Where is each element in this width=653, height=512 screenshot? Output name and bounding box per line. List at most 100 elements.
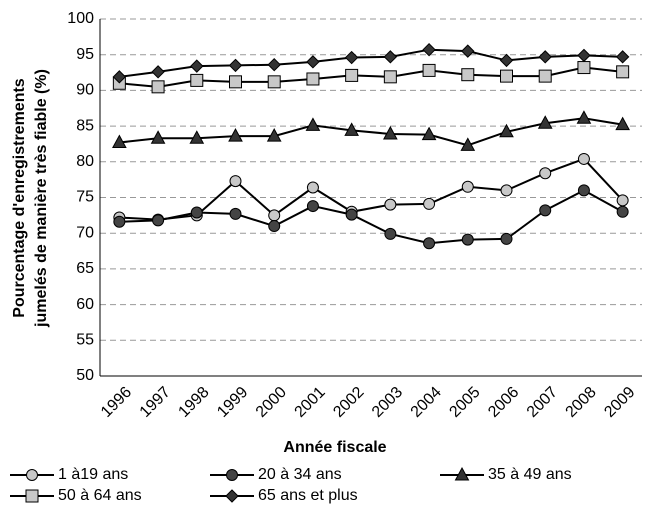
point: [384, 227, 397, 240]
legend-label: 50 à 64 ans: [58, 487, 142, 504]
x-tick-label: 2007: [524, 384, 561, 421]
point: [189, 130, 205, 144]
legend-label: 65 ans et plus: [258, 487, 358, 504]
point: [150, 130, 166, 144]
point: [538, 50, 552, 64]
point: [616, 194, 629, 207]
x-tick-label: 2000: [253, 384, 290, 421]
point: [344, 122, 359, 136]
point: [461, 180, 474, 193]
point: [576, 110, 592, 124]
x-tick-label: 2004: [408, 384, 445, 421]
point: [306, 181, 319, 194]
point: [577, 61, 591, 75]
point: [422, 63, 436, 77]
point: [228, 58, 243, 73]
point: [461, 44, 475, 58]
point: [305, 117, 321, 131]
point: [113, 215, 126, 228]
y-tick-label: 75: [76, 189, 94, 206]
point: [229, 175, 242, 188]
point: [345, 68, 359, 82]
point: [499, 123, 514, 138]
y-tick-label: 55: [76, 332, 94, 349]
point: [151, 65, 165, 79]
y-tick-label: 70: [76, 224, 94, 241]
x-tick-label: 2003: [369, 384, 406, 421]
point: [267, 57, 281, 72]
point: [539, 204, 552, 217]
y-tick-label: 95: [76, 46, 94, 63]
point: [152, 214, 165, 227]
point: [268, 220, 281, 233]
x-axis-label: Année fiscale: [283, 439, 386, 456]
legend-marker: [454, 466, 470, 481]
point: [345, 208, 358, 221]
point: [539, 167, 552, 180]
point: [306, 200, 319, 213]
x-tick-label: 2009: [601, 384, 638, 421]
x-tick-label: 2001: [292, 384, 329, 421]
x-tick-label: 2002: [330, 384, 367, 421]
legend-label: 35 à 49 ans: [488, 466, 572, 483]
series-line: [119, 117, 623, 147]
point: [421, 126, 437, 141]
point: [306, 72, 320, 86]
point: [112, 70, 127, 84]
y-tick-label: 50: [76, 367, 94, 384]
point: [537, 115, 553, 129]
legend-marker: [26, 469, 38, 481]
x-tick-label: 2005: [446, 384, 483, 421]
legend-marker: [25, 489, 39, 503]
y-axis-label: Pourcentage d'enregistrements: [11, 78, 28, 318]
point: [461, 233, 474, 246]
point: [151, 80, 165, 94]
point: [384, 198, 397, 211]
y-tick-label: 100: [67, 10, 94, 27]
point: [422, 42, 436, 57]
x-tick-label: 1996: [98, 384, 135, 421]
point: [190, 206, 203, 219]
point: [268, 209, 281, 222]
point: [306, 55, 320, 69]
point: [190, 73, 204, 87]
point: [228, 128, 243, 142]
point: [577, 152, 590, 165]
point: [577, 184, 590, 197]
y-axis-label: jumelés de manière très fiable (%): [33, 69, 50, 328]
point: [615, 50, 630, 64]
point: [344, 50, 359, 65]
point: [615, 116, 630, 131]
y-tick-label: 60: [76, 296, 94, 313]
legend-label: 20 à 34 ans: [258, 466, 342, 483]
y-tick-label: 65: [76, 260, 94, 277]
x-tick-label: 1998: [175, 384, 212, 421]
x-tick-label: 2008: [563, 384, 600, 421]
x-tick-label: 2006: [485, 384, 522, 421]
point: [383, 50, 398, 64]
legend-marker: [225, 489, 239, 503]
point: [112, 134, 127, 149]
point: [229, 75, 242, 89]
x-tick-label: 1999: [214, 384, 251, 421]
point: [499, 53, 514, 68]
legend-label: 1 à19 ans: [58, 466, 128, 483]
y-tick-label: 80: [76, 153, 94, 170]
point: [500, 69, 513, 83]
point: [423, 237, 436, 250]
point: [616, 205, 629, 218]
point: [460, 137, 476, 151]
point: [500, 232, 513, 245]
point: [383, 70, 397, 84]
legend-marker: [226, 469, 238, 481]
series-line: [119, 157, 624, 221]
point: [538, 69, 552, 83]
y-tick-label: 90: [76, 82, 94, 99]
point: [423, 197, 436, 210]
point: [266, 128, 282, 142]
y-tick-label: 85: [76, 117, 94, 134]
point: [577, 48, 591, 63]
point: [229, 207, 242, 220]
x-tick-label: 1997: [137, 384, 174, 421]
